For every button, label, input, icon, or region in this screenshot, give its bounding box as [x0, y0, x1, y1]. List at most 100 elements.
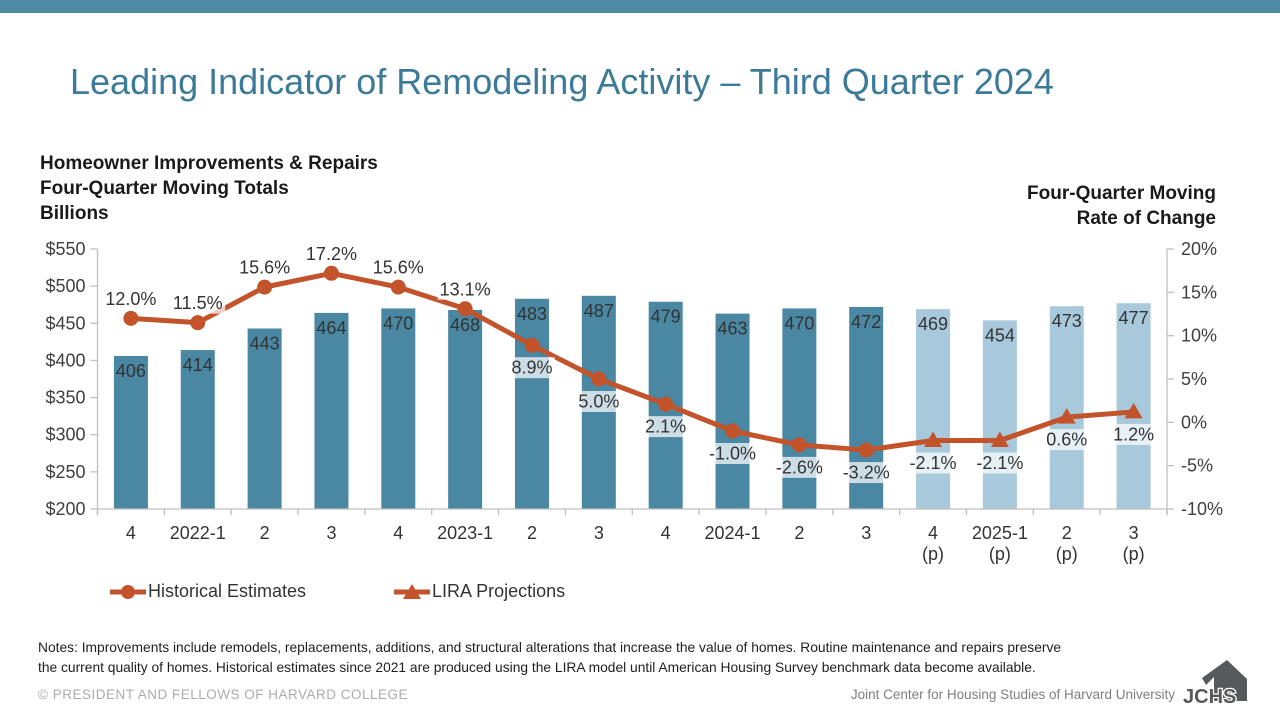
legend-label-projections: LIRA Projections	[432, 581, 566, 601]
rate-label-bg	[838, 462, 894, 484]
projection-point	[990, 431, 1009, 448]
chart-text: 414	[183, 355, 213, 375]
chart-text: -3.2%	[843, 463, 890, 483]
rate-label-bg	[1110, 423, 1157, 445]
chart-text: 15%	[1181, 282, 1217, 302]
rate-label-bg	[576, 391, 622, 412]
projection-series-marker-icon	[394, 583, 431, 599]
chart-notes: Notes: Improvements include remodels, re…	[38, 638, 1218, 677]
chart-text: 468	[450, 315, 480, 335]
chart-text: 470	[784, 313, 814, 333]
house-icon	[1202, 660, 1247, 701]
bar-historical	[514, 298, 549, 509]
bar-historical	[448, 309, 483, 509]
chart-text: 2025-1	[972, 523, 1028, 543]
chart-text: 454	[985, 325, 1015, 345]
chart-text: -2.6%	[776, 457, 823, 477]
rate-label-bg	[905, 452, 961, 474]
chart-text: -2.1%	[976, 453, 1023, 473]
chart-text: (p)	[989, 544, 1011, 564]
chart-text: 487	[584, 301, 614, 321]
chart-text: 8.9%	[511, 358, 552, 378]
historical-point	[190, 315, 206, 331]
chart-text: (p)	[922, 544, 944, 564]
chart-text: 15.6%	[373, 258, 424, 278]
notes-line2: the current quality of homes. Historical…	[38, 659, 1036, 675]
chart-text: 443	[250, 333, 280, 353]
chart-text: 479	[651, 307, 681, 327]
chart-text: 473	[1052, 311, 1082, 331]
bar-projected	[982, 320, 1017, 509]
rate-label-bg	[509, 357, 555, 379]
chart-text: 470	[383, 313, 413, 333]
projection-point	[924, 431, 943, 448]
chart-text: $250	[45, 462, 85, 482]
chart-text: 0.6%	[1046, 430, 1087, 450]
chart-legend: Historical Estimates LIRA Projections	[110, 581, 565, 602]
chart-text: 463	[717, 319, 747, 339]
chart-text: 5.0%	[578, 392, 619, 412]
projection-point	[1057, 408, 1076, 424]
right-axis-title-line1: Four-Quarter Moving	[1027, 183, 1216, 204]
chart-text: $450	[45, 313, 85, 333]
historical-point	[323, 265, 339, 281]
chart-text: 3	[594, 523, 604, 543]
projection-point	[1124, 402, 1143, 419]
chart-text: $350	[45, 388, 85, 408]
rate-label-bg	[370, 257, 426, 279]
top-accent-bar	[0, 0, 1280, 13]
chart-text: 17.2%	[306, 244, 357, 264]
bar-historical	[113, 355, 148, 509]
bar-historical	[314, 312, 349, 509]
chart-text: 483	[517, 304, 547, 324]
bar-historical	[381, 308, 416, 509]
chart-text: 4	[126, 523, 136, 543]
historical-point	[858, 442, 874, 458]
historical-point	[658, 396, 674, 412]
chart-text: $200	[45, 499, 85, 519]
rate-line	[130, 270, 1134, 453]
chart-text: 464	[316, 318, 346, 338]
copyright-text: © PRESIDENT AND FELLOWS OF HARVARD COLLE…	[38, 687, 409, 702]
chart-text: 477	[1119, 308, 1149, 328]
bar-projected	[1049, 306, 1084, 509]
chart-text: 2023-1	[437, 523, 493, 543]
organization-name: Joint Center for Housing Studies of Harv…	[850, 687, 1175, 702]
rate-label-bg	[972, 452, 1028, 474]
historical-point	[390, 279, 406, 295]
chart-text: -2.1%	[910, 453, 957, 473]
logo-text: JCHS	[1183, 686, 1236, 708]
left-axis-title-line3: Billions	[40, 203, 109, 224]
chart-text: 4	[928, 523, 938, 543]
chart-text: 4	[393, 523, 403, 543]
chart-text: 11.5%	[173, 293, 223, 313]
chart-text: (p)	[1056, 544, 1078, 564]
chart-text: 2	[1062, 523, 1072, 543]
rate-label-bg	[1043, 429, 1090, 451]
chart-text: $500	[45, 276, 85, 296]
chart-text: -1.0%	[709, 444, 756, 464]
historical-point	[524, 337, 540, 353]
chart-text: 469	[918, 314, 948, 334]
notes-line1: Notes: Improvements include remodels, re…	[38, 640, 1062, 655]
chart-text: 406	[116, 361, 146, 381]
chart-text: $300	[45, 425, 85, 445]
rate-label-bg	[103, 288, 159, 310]
chart-text: -10%	[1181, 499, 1223, 519]
historical-series-marker-icon	[110, 584, 146, 599]
left-axis-title-line2: Four-Quarter Moving Totals	[40, 178, 289, 199]
chart-text: (p)	[1123, 544, 1145, 564]
chart-text: 2022-1	[170, 523, 226, 543]
chart-text: 2024-1	[704, 523, 760, 543]
chart-text: 3	[1129, 523, 1139, 543]
chart-text: 0%	[1181, 412, 1207, 432]
chart-text: 4	[661, 523, 671, 543]
chart-text: 20%	[1181, 239, 1217, 259]
rate-label-bg	[303, 243, 359, 265]
bar-historical	[715, 313, 750, 509]
bar-historical	[247, 328, 282, 509]
chart-text: $550	[45, 239, 85, 259]
chart-text: 2.1%	[645, 417, 686, 437]
chart-text: 3	[861, 523, 871, 543]
